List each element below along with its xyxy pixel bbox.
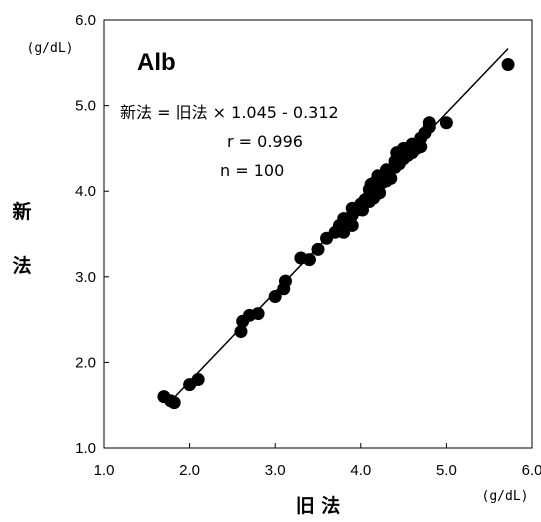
data-point (268, 289, 282, 303)
data-point (345, 218, 359, 232)
data-point (167, 396, 181, 410)
points-layer (157, 58, 515, 410)
y-tick-label: 3.0 (75, 269, 96, 286)
data-point (278, 274, 292, 288)
data-point (501, 58, 515, 72)
y-tick-label: 4.0 (75, 183, 96, 200)
data-point (191, 373, 205, 387)
x-tick-label: 5.0 (436, 462, 457, 479)
data-point (373, 186, 387, 200)
data-point (311, 242, 325, 256)
y-unit-label: (g/dL) (27, 41, 74, 56)
data-point (422, 116, 436, 130)
y-tick-label: 1.0 (75, 440, 96, 457)
y-axis-label: 新法 (12, 200, 31, 277)
x-tick-label: 4.0 (350, 462, 371, 479)
x-tick-label: 3.0 (265, 462, 286, 479)
y-tick-label: 2.0 (75, 354, 96, 371)
sample-size: n = 100 (220, 161, 284, 180)
data-point (234, 325, 248, 339)
data-point (251, 307, 265, 321)
regression-equation: 新法 = 旧法 × 1.045 - 0.312 (120, 103, 339, 122)
tick-layer: 1.0 2.0 3.0 4.0 5.0 6.0 1.0 2.0 3.0 4.0 5.0 6.0 (75, 12, 541, 479)
data-point (302, 253, 316, 267)
x-axis-label: 旧 法 (296, 494, 341, 517)
chart-title: Alb (137, 49, 176, 76)
data-point (384, 171, 398, 185)
x-tick-label: 6.0 (522, 462, 541, 479)
y-tick-label: 6.0 (75, 12, 96, 29)
y-tick-label: 5.0 (75, 98, 96, 115)
plot-area-frame (103, 19, 533, 449)
x-tick-label: 1.0 (94, 462, 115, 479)
x-unit-label: (g/dL) (482, 489, 529, 504)
data-point (439, 116, 453, 130)
x-tick-label: 2.0 (179, 462, 200, 479)
correlation-coefficient: r = 0.996 (227, 132, 303, 151)
